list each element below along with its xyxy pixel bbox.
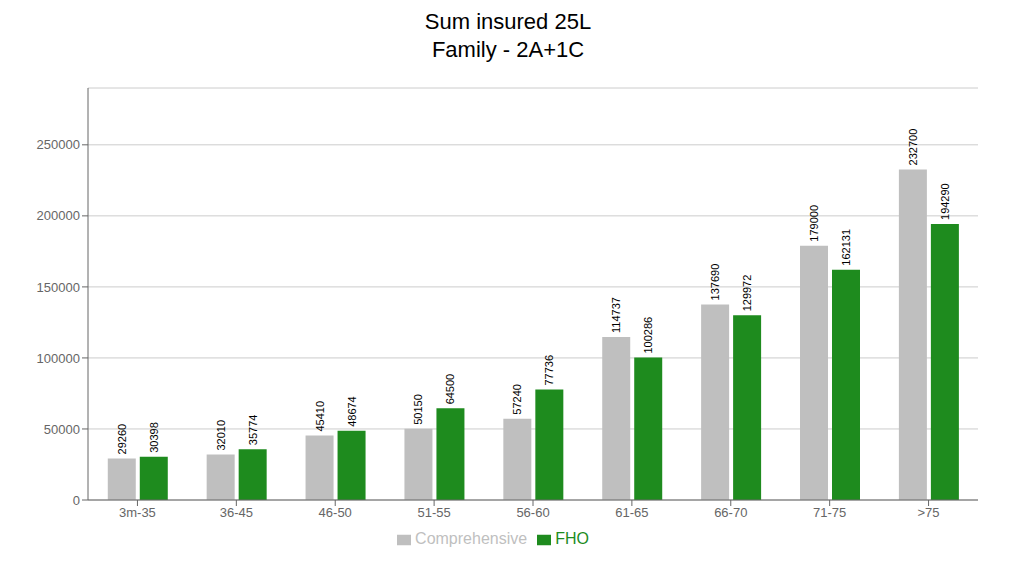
svg-text:50000: 50000 (44, 422, 80, 437)
svg-text:45410: 45410 (314, 401, 326, 432)
svg-text:71-75: 71-75 (813, 505, 846, 520)
svg-text:162131: 162131 (840, 229, 852, 266)
svg-text:56-60: 56-60 (516, 505, 549, 520)
svg-text:36-45: 36-45 (220, 505, 253, 520)
svg-text:32010: 32010 (215, 420, 227, 451)
svg-text:250000: 250000 (37, 137, 80, 152)
html-text:Family - 2A+1C: Family - 2A+1C (431, 37, 585, 62)
svg-text:64500: 64500 (444, 374, 456, 405)
svg-text:100286: 100286 (642, 317, 654, 354)
svg-text:48674: 48674 (346, 396, 358, 427)
svg-text:>75: >75 (918, 505, 940, 520)
html-text:Sum insured 25L: Sum insured 25L (424, 9, 592, 34)
svg-text:3m-35: 3m-35 (119, 505, 156, 520)
svg-text:46-50: 46-50 (319, 505, 352, 520)
svg-text:179000: 179000 (808, 205, 820, 242)
html-text:Comprehensive: Comprehensive (415, 530, 528, 547)
html-text:FHO: FHO (555, 530, 589, 547)
svg-text:129972: 129972 (741, 275, 753, 312)
svg-text:137690: 137690 (709, 264, 721, 301)
svg-text:194290: 194290 (939, 183, 951, 220)
svg-text:66-70: 66-70 (714, 505, 747, 520)
svg-text:35774: 35774 (247, 415, 259, 446)
svg-text:200000: 200000 (37, 208, 80, 223)
svg-text:0: 0 (73, 493, 80, 508)
svg-text:77736: 77736 (543, 355, 555, 386)
svg-text:100000: 100000 (37, 351, 80, 366)
svg-text:30398: 30398 (148, 422, 160, 453)
svg-text:150000: 150000 (37, 280, 80, 295)
svg-text:50150: 50150 (412, 394, 424, 425)
svg-text:29260: 29260 (116, 424, 128, 455)
svg-text:232700: 232700 (907, 129, 919, 166)
svg-text:57240: 57240 (511, 384, 523, 415)
svg-text:61-65: 61-65 (615, 505, 648, 520)
svg-text:114737: 114737 (610, 297, 622, 333)
svg-text:51-55: 51-55 (417, 505, 450, 520)
